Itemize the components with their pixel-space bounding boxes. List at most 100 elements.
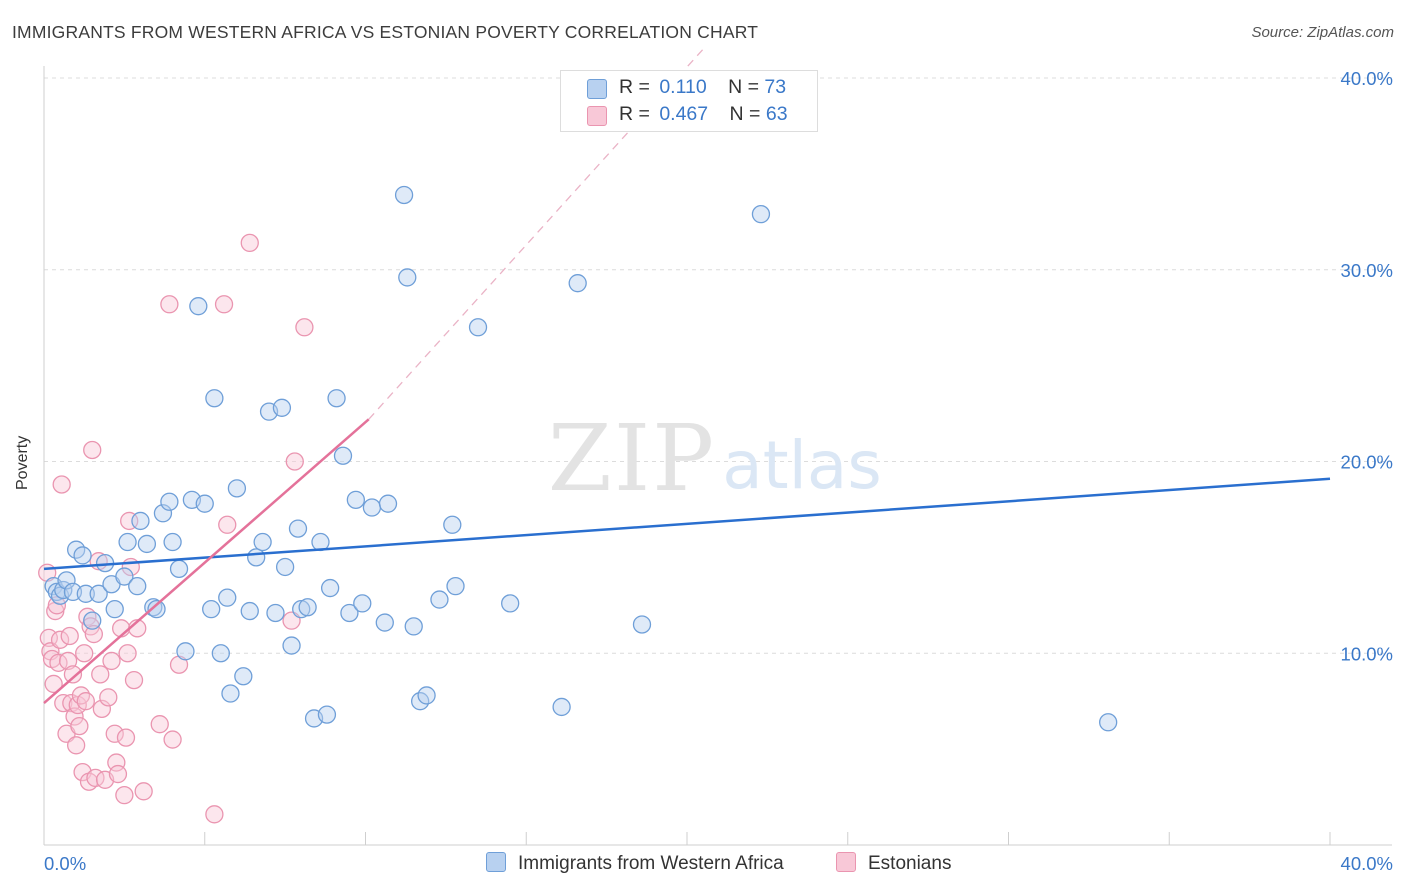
legend-n-value: 73 [764, 76, 787, 98]
point-estonians [92, 699, 112, 719]
point-estonians [163, 730, 182, 749]
axes [43, 66, 1392, 846]
point-western-africa [298, 598, 317, 617]
point-estonians [62, 693, 81, 713]
point-western-africa [211, 644, 230, 663]
trend-lines [43, 48, 1331, 705]
point-western-africa [105, 599, 124, 619]
point-western-africa [632, 615, 652, 634]
point-estonians [205, 805, 224, 824]
point-western-africa [568, 274, 587, 293]
legend-n-label: N = [728, 76, 759, 98]
watermark-atlas: atlas [722, 427, 882, 504]
point-western-africa [378, 494, 398, 513]
point-western-africa [340, 603, 359, 623]
point-western-africa [76, 584, 95, 603]
point-western-africa [404, 617, 423, 636]
point-estonians [70, 716, 89, 736]
trend-line-estonians [43, 418, 370, 705]
legend-n-label: N = [729, 103, 761, 125]
point-estonians [91, 665, 110, 684]
point-western-africa [221, 684, 240, 703]
point-estonians [76, 692, 95, 711]
point-estonians [107, 753, 126, 772]
point-western-africa [57, 571, 76, 590]
point-western-africa [118, 532, 137, 552]
point-western-africa [147, 599, 166, 619]
point-western-africa [362, 498, 382, 517]
point-western-africa [266, 603, 285, 623]
bottom-legend-swatch-blue [486, 852, 506, 872]
point-estonians [285, 452, 304, 471]
point-western-africa [83, 611, 102, 630]
point-estonians [150, 715, 169, 734]
point-western-africa [115, 567, 134, 586]
y-tick-label: 20.0% [1341, 452, 1393, 473]
point-estonians [60, 626, 79, 646]
point-estonians [124, 670, 144, 690]
point-estonians [105, 724, 124, 743]
point-western-africa [176, 642, 195, 661]
point-western-africa [275, 557, 295, 577]
legend-swatch-blue [587, 79, 607, 99]
x-tick-label: 40.0% [1341, 853, 1393, 874]
point-estonians [116, 728, 136, 747]
point-western-africa [446, 576, 465, 596]
point-western-africa [333, 446, 353, 465]
bottom-legend-estonians: Estonians [836, 852, 951, 875]
legend-n-value: 63 [765, 103, 788, 125]
point-estonians [65, 707, 84, 726]
point-western-africa [398, 268, 417, 287]
tick-labels: 10.0% 20.0% 30.0% 40.0% 0.0% 40.0% [44, 68, 1393, 874]
x-tick-label: 0.0% [44, 853, 86, 874]
point-western-africa [282, 636, 301, 655]
point-estonians [218, 515, 237, 534]
watermark-zip: ZIP [548, 405, 716, 512]
point-western-africa [189, 297, 208, 316]
point-estonians [84, 624, 103, 644]
point-estonians [67, 736, 86, 755]
point-western-africa [234, 667, 253, 686]
point-western-africa [443, 515, 462, 534]
point-western-africa [218, 588, 237, 607]
point-estonians [214, 295, 234, 314]
point-estonians [83, 440, 102, 460]
point-estonians [47, 596, 67, 615]
point-estonians [58, 651, 78, 671]
chart-title: IMMIGRANTS FROM WESTERN AFRICA VS ESTONI… [12, 22, 759, 42]
point-western-africa [163, 532, 182, 552]
point-western-africa [327, 389, 346, 408]
point-western-africa [394, 185, 414, 205]
grid-lines [44, 77, 1392, 654]
point-western-africa [240, 601, 259, 621]
point-estonians [160, 295, 179, 314]
legend-r-value: 0.110 [659, 76, 707, 98]
point-western-africa [195, 494, 214, 513]
point-western-africa [346, 490, 366, 510]
point-estonians [50, 630, 70, 649]
legend-r-label: R = [619, 103, 650, 125]
y-tick-label: 10.0% [1341, 643, 1393, 664]
point-estonians [75, 644, 94, 663]
point-western-africa [128, 576, 147, 596]
legend-r-label: R = [619, 76, 650, 98]
trend-line-western-africa [43, 477, 1331, 571]
bottom-legend-western-africa: Immigrants from Western Africa [486, 852, 784, 875]
point-western-africa [320, 578, 340, 598]
point-western-africa [468, 318, 488, 337]
point-western-africa [751, 204, 771, 224]
point-western-africa [137, 534, 157, 554]
point-western-africa [430, 590, 449, 609]
point-western-africa [501, 594, 520, 613]
point-western-africa [272, 398, 292, 417]
point-estonians [52, 475, 71, 494]
y-tick-label: 30.0% [1341, 260, 1393, 281]
point-western-africa [153, 504, 173, 523]
point-estonians [99, 688, 118, 707]
y-tick-label: 40.0% [1341, 68, 1393, 89]
point-estonians [115, 785, 134, 805]
point-estonians [39, 628, 58, 648]
point-estonians [134, 782, 153, 801]
point-western-africa [552, 697, 571, 717]
point-western-africa [253, 532, 272, 552]
